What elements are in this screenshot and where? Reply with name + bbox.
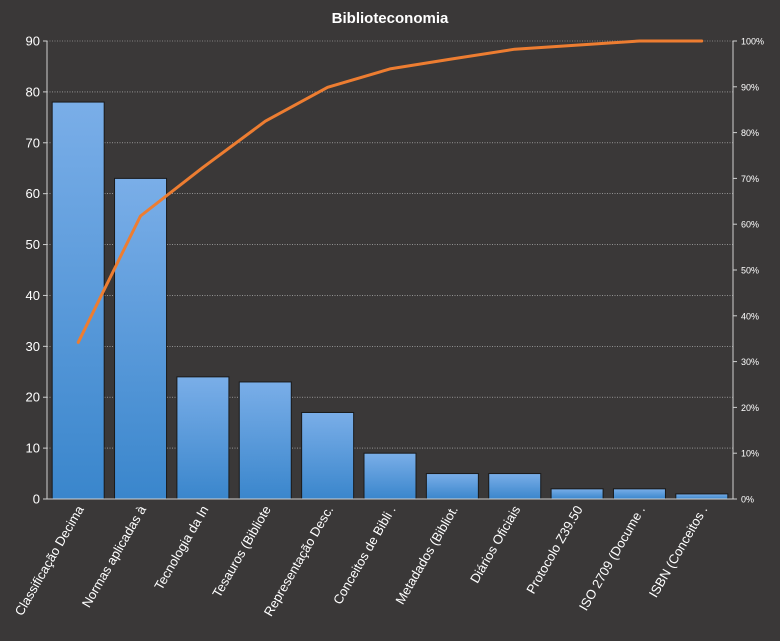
right-tick-label: 0% bbox=[741, 495, 754, 505]
bar bbox=[301, 411, 355, 500]
category-label: Normas aplicadas à bbox=[79, 502, 150, 610]
right-axis-ticks: 0% 10% 20% 30% 40% 50% 60% 70% 80% 90% 100% bbox=[741, 37, 764, 505]
bar bbox=[363, 452, 417, 500]
right-tick-label: 40% bbox=[741, 311, 759, 321]
right-tick-label: 100% bbox=[741, 37, 764, 47]
category-label: Tesauros (Bibliote bbox=[209, 503, 274, 600]
right-tick-label: 90% bbox=[741, 82, 759, 92]
bar bbox=[612, 488, 666, 500]
left-tick-label: 90 bbox=[26, 34, 40, 49]
bar bbox=[114, 177, 168, 500]
right-tick-label: 10% bbox=[741, 449, 759, 459]
bar bbox=[425, 473, 479, 500]
category-label: Metadados (Bibliot. bbox=[392, 503, 461, 607]
left-tick-label: 70 bbox=[26, 135, 40, 150]
right-tick-label: 60% bbox=[741, 220, 759, 230]
left-tick-label: 60 bbox=[26, 186, 40, 201]
category-label: Tecnologia da In bbox=[151, 503, 211, 593]
bar bbox=[488, 473, 542, 500]
chart-title: Biblioteconomia bbox=[332, 10, 449, 27]
left-tick-label: 0 bbox=[33, 492, 40, 507]
left-tick-label: 10 bbox=[26, 441, 40, 456]
left-tick-label: 30 bbox=[26, 339, 40, 354]
category-label: Representação Desc. bbox=[261, 503, 336, 619]
category-label: Protocolo Z39.50 bbox=[523, 503, 585, 596]
left-tick-label: 20 bbox=[26, 390, 40, 405]
category-label: Classificação Decima bbox=[12, 502, 88, 618]
category-label: ISO 2709 (Docume . bbox=[576, 503, 648, 613]
left-tick-label: 50 bbox=[26, 237, 40, 252]
category-label: ISBN (Conceitos . bbox=[646, 503, 711, 600]
cumulative-line bbox=[76, 39, 704, 344]
cumulative-percent-line bbox=[76, 39, 704, 344]
bars bbox=[51, 101, 729, 500]
left-tick-label: 40 bbox=[26, 288, 40, 303]
bar bbox=[51, 101, 105, 500]
bar bbox=[550, 488, 604, 500]
gridlines bbox=[47, 40, 733, 449]
axes bbox=[43, 40, 737, 500]
category-label: Conceitos de Bibli . bbox=[330, 503, 399, 607]
right-tick-label: 20% bbox=[741, 403, 759, 413]
left-tick-label: 80 bbox=[26, 84, 40, 99]
left-axis-ticks: 0 10 20 30 40 50 60 70 80 90 bbox=[26, 34, 40, 507]
bar bbox=[176, 376, 230, 500]
right-tick-label: 80% bbox=[741, 128, 759, 138]
right-tick-label: 30% bbox=[741, 357, 759, 367]
right-tick-label: 50% bbox=[741, 266, 759, 276]
category-label: Diários Oficiais bbox=[467, 503, 524, 586]
right-tick-label: 70% bbox=[741, 174, 759, 184]
bar bbox=[238, 381, 292, 500]
bar bbox=[675, 493, 729, 500]
